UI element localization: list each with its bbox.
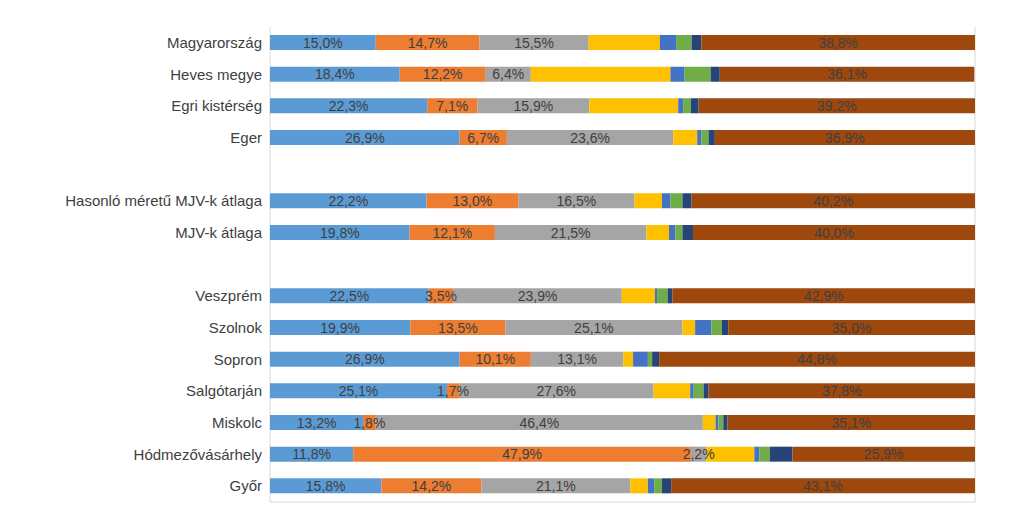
svg-text:23,9%: 23,9%	[518, 288, 558, 304]
svg-text:21,1%: 21,1%	[536, 478, 576, 494]
svg-text:Szolnok: Szolnok	[209, 319, 263, 336]
svg-text:47,9%: 47,9%	[502, 446, 542, 462]
svg-text:19,9%: 19,9%	[320, 320, 360, 336]
svg-text:15,8%: 15,8%	[306, 478, 346, 494]
svg-text:Hasonló méretű MJV-k átlaga: Hasonló méretű MJV-k átlaga	[65, 192, 262, 209]
svg-text:15,9%: 15,9%	[513, 98, 553, 114]
svg-text:27,6%: 27,6%	[536, 383, 576, 399]
svg-text:12,1%: 12,1%	[432, 225, 472, 241]
svg-text:14,2%: 14,2%	[412, 478, 452, 494]
svg-text:36,9%: 36,9%	[825, 130, 865, 146]
svg-text:37,8%: 37,8%	[822, 383, 862, 399]
svg-text:25,1%: 25,1%	[574, 320, 614, 336]
svg-text:25,1%: 25,1%	[339, 383, 379, 399]
svg-text:35,1%: 35,1%	[831, 415, 871, 431]
svg-text:46,4%: 46,4%	[519, 415, 559, 431]
svg-text:19,8%: 19,8%	[320, 225, 360, 241]
svg-text:Magyarország: Magyarország	[167, 34, 262, 51]
svg-text:12,2%: 12,2%	[423, 66, 463, 82]
svg-text:38,8%: 38,8%	[818, 35, 858, 51]
svg-text:Győr: Győr	[229, 477, 262, 494]
svg-text:44,8%: 44,8%	[797, 351, 837, 367]
svg-text:26,9%: 26,9%	[345, 351, 385, 367]
svg-text:1,7%: 1,7%	[437, 383, 469, 399]
svg-text:3,5%: 3,5%	[425, 288, 457, 304]
svg-text:Veszprém: Veszprém	[195, 287, 262, 304]
svg-text:Hódmezővásárhely: Hódmezővásárhely	[134, 446, 263, 463]
svg-text:10,1%: 10,1%	[475, 351, 515, 367]
svg-text:25,9%: 25,9%	[864, 446, 904, 462]
svg-text:Eger: Eger	[230, 129, 262, 146]
svg-text:Egri kistérség: Egri kistérség	[171, 97, 262, 114]
svg-text:42,9%: 42,9%	[804, 288, 844, 304]
svg-text:Salgótarján: Salgótarján	[186, 382, 262, 399]
svg-text:23,6%: 23,6%	[570, 130, 610, 146]
svg-text:18,4%: 18,4%	[315, 66, 355, 82]
svg-text:22,3%: 22,3%	[329, 98, 369, 114]
svg-text:36,1%: 36,1%	[827, 66, 867, 82]
svg-text:6,4%: 6,4%	[492, 66, 524, 82]
svg-text:Sopron: Sopron	[214, 351, 262, 368]
svg-text:1,8%: 1,8%	[353, 415, 385, 431]
svg-text:13,2%: 13,2%	[297, 415, 337, 431]
svg-text:7,1%: 7,1%	[436, 98, 468, 114]
svg-text:MJV-k átlaga: MJV-k átlaga	[175, 224, 262, 241]
svg-text:14,7%: 14,7%	[408, 35, 448, 51]
svg-text:16,5%: 16,5%	[556, 193, 596, 209]
svg-text:40,2%: 40,2%	[813, 193, 853, 209]
svg-text:15,0%: 15,0%	[303, 35, 343, 51]
svg-text:13,1%: 13,1%	[557, 351, 597, 367]
svg-text:11,8%: 11,8%	[292, 446, 331, 462]
svg-text:35,0%: 35,0%	[832, 320, 872, 336]
svg-text:21,5%: 21,5%	[551, 225, 591, 241]
svg-text:13,5%: 13,5%	[438, 320, 478, 336]
svg-text:22,5%: 22,5%	[329, 288, 369, 304]
svg-text:43,1%: 43,1%	[803, 478, 843, 494]
svg-text:40,0%: 40,0%	[814, 225, 854, 241]
svg-text:15,5%: 15,5%	[514, 35, 554, 51]
svg-text:26,9%: 26,9%	[345, 130, 385, 146]
svg-text:39,2%: 39,2%	[817, 98, 857, 114]
svg-text:22,2%: 22,2%	[328, 193, 368, 209]
svg-text:2,2%: 2,2%	[683, 446, 715, 462]
svg-text:13,0%: 13,0%	[452, 193, 492, 209]
svg-text:Heves megye: Heves megye	[170, 66, 262, 83]
svg-text:Miskolc: Miskolc	[212, 414, 263, 431]
svg-text:6,7%: 6,7%	[467, 130, 499, 146]
